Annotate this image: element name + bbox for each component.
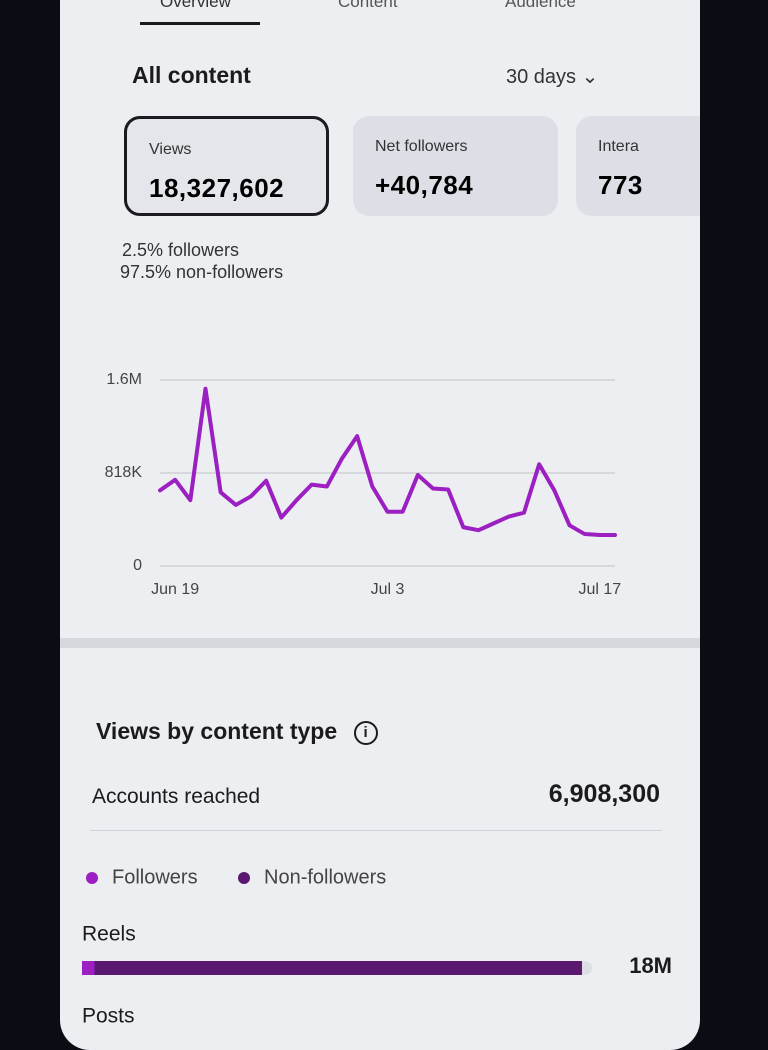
reached-value: 6,908,300 — [548, 780, 660, 808]
x-tick-label: Jul 3 — [371, 581, 405, 598]
card-value: 773 — [598, 170, 643, 200]
card-value: 18,327,602 — [149, 173, 285, 203]
line — [158, 386, 617, 537]
page: Overview Content Audience All content 30… — [60, 0, 700, 1050]
info-icon[interactable]: i — [353, 721, 378, 745]
title-text: Views by content type — [96, 718, 338, 744]
split-text: 97.5% non-followers — [120, 262, 284, 282]
bar-segment — [82, 961, 95, 975]
metric-card[interactable]: Net followers +40,784 — [353, 116, 558, 216]
card-value: +40,784 — [375, 170, 474, 200]
tab-indicator — [140, 22, 260, 25]
tab[interactable]: Overview — [160, 0, 231, 11]
legend-label: Non-followers — [264, 866, 386, 888]
y-tick-label: 0 — [133, 557, 142, 574]
range-label: 30 days — [506, 66, 577, 88]
legend-dot — [238, 872, 250, 884]
card-label: Net followers — [375, 138, 468, 155]
x-tick-label: Jun 19 — [151, 581, 199, 598]
screen: Overview Content Audience All content 30… — [60, 0, 700, 1050]
y-tick-label: 818K — [105, 464, 143, 481]
content-type-title: Views by content type i — [96, 718, 378, 745]
metric-card[interactable]: Views 18,327,602 — [124, 116, 329, 216]
metric-card[interactable]: Intera 773 — [576, 116, 700, 216]
section-title: All content — [132, 62, 251, 88]
card-label: Views — [149, 141, 192, 158]
legend-label: Followers — [112, 866, 198, 888]
chart: 0 818K 1.6M Jun 19 Jul 3 Jul 17 Followers Non-f… — [82, 371, 672, 1028]
legend-dot — [86, 872, 98, 884]
range-dropdown[interactable]: 30 days ⌄ — [506, 66, 599, 88]
bar-segment — [94, 961, 582, 975]
bar-total: 18M — [629, 953, 672, 978]
split-text: 2.5% followers — [122, 240, 240, 260]
card-label: Intera — [598, 138, 639, 155]
row-label: Reels — [82, 923, 136, 946]
separator — [90, 830, 662, 831]
y-tick-label: 1.6M — [106, 371, 142, 388]
row-label: Posts — [82, 1005, 135, 1028]
divider — [60, 638, 700, 648]
x-tick-label: Jul 17 — [578, 581, 621, 598]
reached-label: Accounts reached — [92, 785, 261, 808]
tab[interactable]: Audience — [505, 0, 576, 11]
tab[interactable]: Content — [338, 0, 398, 11]
